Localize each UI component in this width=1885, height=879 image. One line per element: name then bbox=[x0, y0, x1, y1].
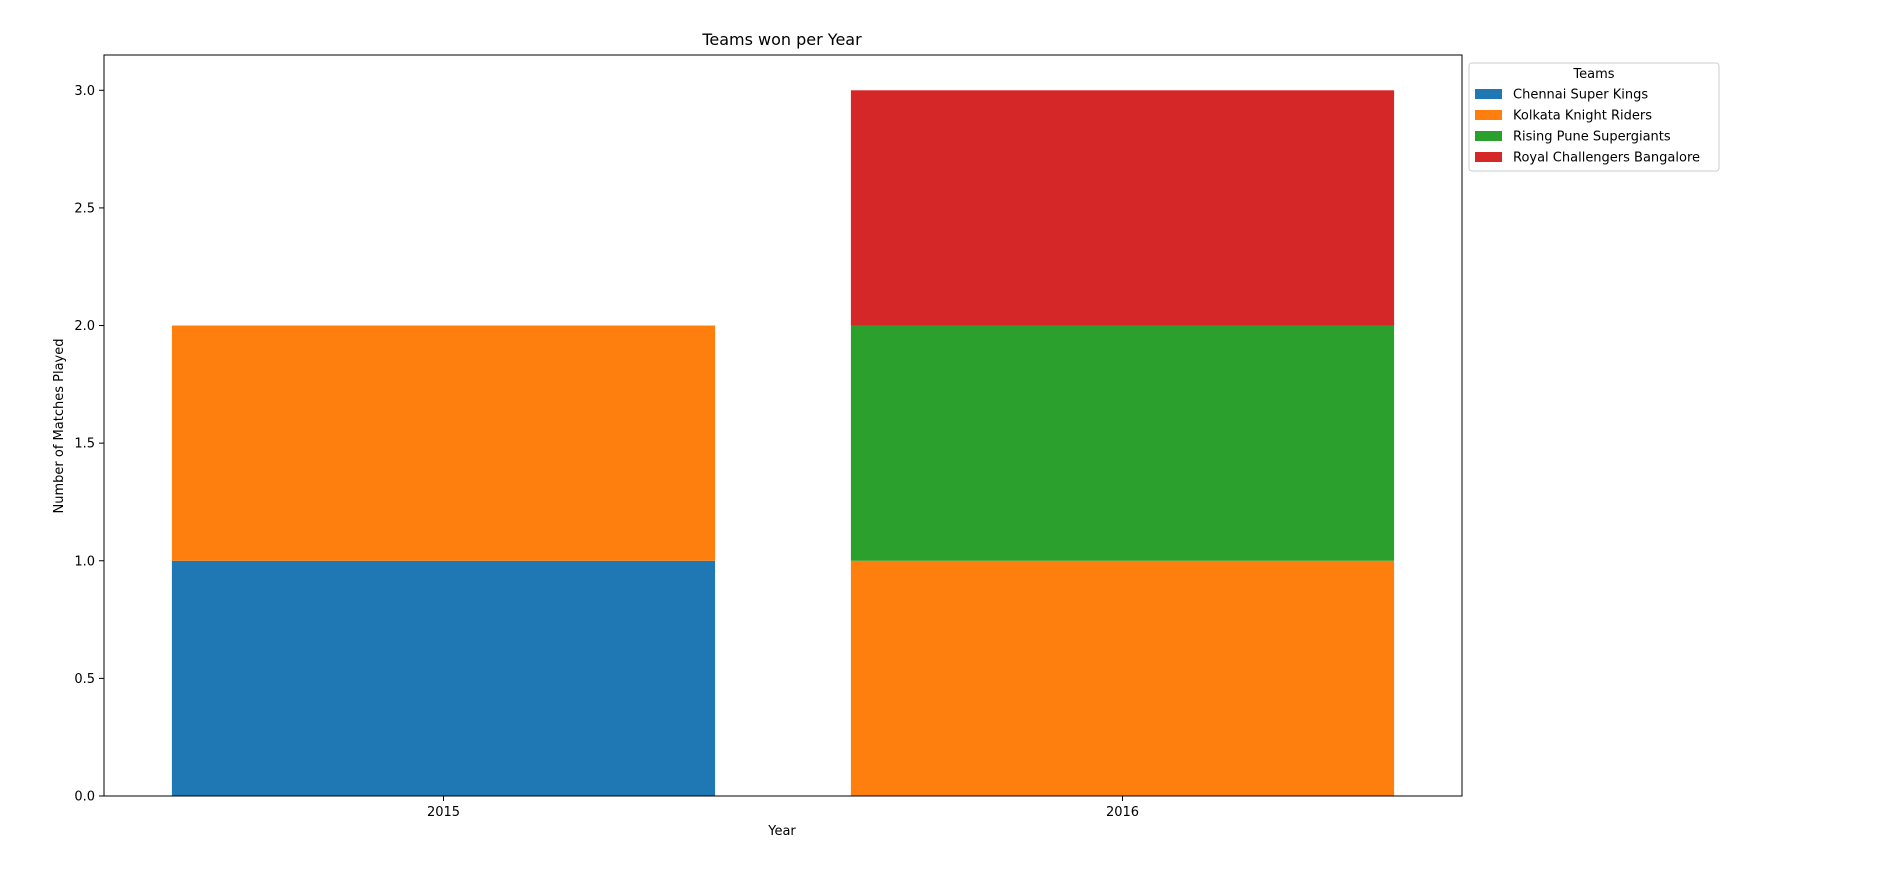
y-tick-label: 1.0 bbox=[74, 554, 95, 569]
legend-swatch bbox=[1475, 89, 1502, 99]
legend-swatch bbox=[1475, 152, 1502, 162]
chart-title: Teams won per Year bbox=[701, 30, 862, 49]
y-tick-label: 2.0 bbox=[74, 319, 95, 334]
legend-swatch bbox=[1475, 131, 1502, 141]
legend-entry-label: Kolkata Knight Riders bbox=[1513, 109, 1652, 124]
legend-swatch bbox=[1475, 110, 1502, 120]
y-tick-label: 3.0 bbox=[74, 84, 95, 99]
legend: Teams Chennai Super Kings Kolkata Knight R… bbox=[1468, 62, 1720, 172]
bars-layer bbox=[171, 90, 1395, 796]
y-tick-label: 0.0 bbox=[74, 790, 95, 805]
y-tick-label: 2.5 bbox=[74, 201, 95, 216]
bar-segment-2016-1 bbox=[850, 560, 1395, 796]
legend-frame bbox=[1468, 62, 1720, 172]
bar-segment-2015-1 bbox=[171, 325, 716, 561]
bar-segment-2016-3 bbox=[850, 90, 1395, 326]
y-axis-label: Number of Matches Played bbox=[52, 339, 67, 514]
legend-title: Teams bbox=[1572, 67, 1614, 82]
x-tick-label: 2015 bbox=[427, 805, 460, 820]
axes-layer: 0.0 0.5 1.0 1.5 2.0 2.5 3.0 2015 2016 bbox=[74, 54, 1463, 820]
y-tick-label: 0.5 bbox=[74, 672, 95, 687]
legend-entry-label: Royal Challengers Bangalore bbox=[1513, 151, 1700, 166]
x-tick-label: 2016 bbox=[1106, 805, 1139, 820]
y-tick-label: 1.5 bbox=[74, 437, 95, 452]
bar-segment-2015-0 bbox=[171, 560, 716, 796]
x-axis-label: Year bbox=[767, 824, 796, 839]
bar-segment-2016-2 bbox=[850, 325, 1395, 561]
legend-entry-label: Rising Pune Supergiants bbox=[1513, 130, 1671, 145]
plot-frame bbox=[103, 54, 1463, 797]
legend-entry-label: Chennai Super Kings bbox=[1513, 88, 1648, 103]
